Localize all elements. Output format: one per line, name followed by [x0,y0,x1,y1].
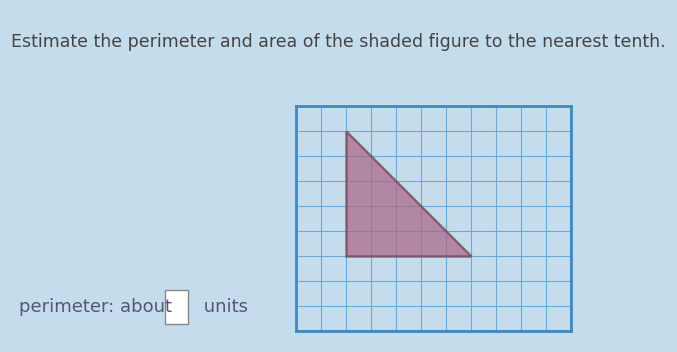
Bar [165,290,188,324]
Polygon shape [346,131,471,256]
Text: units: units [198,298,248,316]
Text: perimeter: about: perimeter: about [19,298,177,316]
Text: Estimate the perimeter and area of the shaded figure to the nearest tenth.: Estimate the perimeter and area of the s… [12,33,665,51]
